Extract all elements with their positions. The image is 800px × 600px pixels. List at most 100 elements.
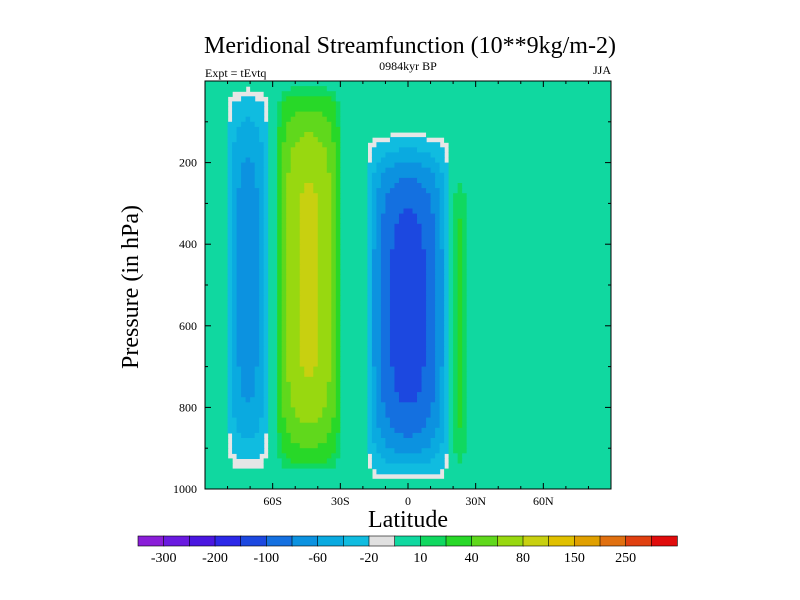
contour-fill-cell: [457, 361, 463, 368]
contour-fill-cell: [340, 188, 369, 194]
contour-fill-cell: [232, 249, 238, 255]
contour-fill-cell: [277, 285, 283, 291]
contour-fill-cell: [403, 208, 414, 215]
contour-fill-cell: [232, 198, 238, 204]
colorbar-label: -200: [202, 551, 228, 566]
contour-fill-cell: [380, 330, 391, 337]
contour-fill-cell: [331, 249, 337, 255]
contour-fill-cell: [462, 330, 468, 337]
contour-fill-cell: [277, 239, 283, 245]
contour-fill-cell: [448, 203, 454, 210]
contour-fill-cell: [205, 407, 229, 414]
contour-fill-cell: [304, 371, 314, 378]
contour-fill-cell: [317, 305, 332, 312]
contour-fill-cell: [457, 223, 463, 230]
contour-fill-cell: [236, 208, 260, 215]
contour-fill-cell: [340, 346, 369, 352]
contour-fill-cell: [380, 336, 391, 342]
contour-fill-cell: [236, 300, 260, 306]
contour-fill-cell: [299, 193, 319, 199]
contour-fill-cell: [340, 392, 369, 398]
contour-fill-cell: [281, 330, 287, 337]
contour-fill-cell: [205, 279, 229, 286]
contour-fill-cell: [389, 325, 427, 332]
contour-fill-cell: [281, 218, 287, 225]
contour-fill-cell: [367, 177, 373, 184]
contour-fill-cell: [299, 417, 319, 424]
contour-fill-cell: [376, 376, 382, 383]
colorbar-label: -300: [151, 551, 177, 566]
contour-fill-cell: [380, 177, 400, 184]
contour-fill-cell: [448, 269, 454, 276]
contour-fill-cell: [394, 427, 423, 434]
contour-fill-cell: [263, 336, 269, 342]
contour-fill-cell: [453, 310, 459, 317]
contour-fill-cell: [232, 116, 247, 123]
contour-fills: [205, 81, 611, 489]
contour-fill-cell: [367, 427, 373, 434]
contour-fill-cell: [430, 458, 445, 465]
contour-fill-cell: [331, 218, 337, 225]
contour-fill-cell: [205, 300, 229, 306]
x-tick-label: 30S: [331, 494, 350, 508]
contour-fill-cell: [462, 387, 468, 393]
contour-fill-cell: [426, 417, 441, 424]
contour-fill-cell: [268, 111, 278, 118]
contour-fill-cell: [299, 295, 319, 301]
contour-fill-cell: [394, 387, 423, 393]
contour-fill-cell: [281, 152, 292, 159]
contour-fill-cell: [453, 402, 459, 408]
contour-fill-cell: [259, 203, 265, 210]
contour-fill-cell: [299, 346, 319, 352]
contour-fill-cell: [205, 290, 229, 296]
contour-fill-cell: [281, 172, 287, 179]
contour-fill-cell: [426, 132, 611, 138]
contour-fill-cell: [457, 376, 463, 383]
contour-fill-cell: [385, 402, 432, 408]
contour-fill-cell: [371, 458, 387, 465]
contour-fill-cell: [448, 290, 454, 296]
contour-fill-cell: [232, 285, 238, 291]
contour-fill-cell: [435, 300, 445, 306]
contour-fill-cell: [277, 422, 287, 429]
contour-fill-cell: [236, 361, 260, 368]
contour-fill-cell: [376, 188, 391, 194]
contour-fill-cell: [371, 351, 382, 357]
contour-fill-cell: [376, 392, 382, 398]
contour-fill-cell: [227, 152, 233, 159]
contour-fill-cell: [335, 264, 341, 271]
y-tick-label: 600: [179, 319, 197, 333]
colorbar-label: -60: [308, 551, 327, 566]
contour-fill-cell: [439, 407, 445, 414]
contour-fill-cell: [448, 218, 454, 225]
contour-fill-cell: [241, 376, 256, 383]
contour-fill-cell: [380, 300, 391, 306]
contour-fill-cell: [254, 371, 265, 378]
contour-fill-cell: [277, 167, 283, 174]
contour-fill-cell: [281, 254, 287, 261]
contour-fill-cell: [385, 152, 432, 159]
contour-fill-cell: [380, 239, 396, 245]
contour-fill-cell: [277, 295, 283, 301]
contour-fill-cell: [466, 295, 611, 301]
contour-fill-cell: [299, 264, 319, 271]
contour-fill-cell: [227, 167, 233, 174]
contour-fill-cell: [444, 397, 450, 403]
contour-fill-cell: [466, 320, 611, 327]
contour-fill-cell: [335, 310, 341, 317]
contour-fill-cell: [371, 239, 378, 245]
contour-fill-cell: [426, 274, 436, 281]
contour-fill-cell: [205, 336, 229, 342]
contour-fill-cell: [286, 223, 301, 230]
contour-fill-cell: [435, 264, 445, 271]
contour-fill-cell: [317, 300, 332, 306]
contour-fill-cell: [286, 234, 301, 240]
colorbar-label: 150: [564, 551, 585, 566]
contour-fill-cell: [331, 336, 337, 342]
contour-fill-cell: [340, 285, 369, 291]
x-tick-label: 60S: [263, 494, 282, 508]
contour-fill-cell: [232, 269, 238, 276]
contour-fill-cell: [227, 249, 233, 255]
contour-fill-cell: [457, 290, 463, 296]
contour-fill-cell: [205, 86, 247, 92]
